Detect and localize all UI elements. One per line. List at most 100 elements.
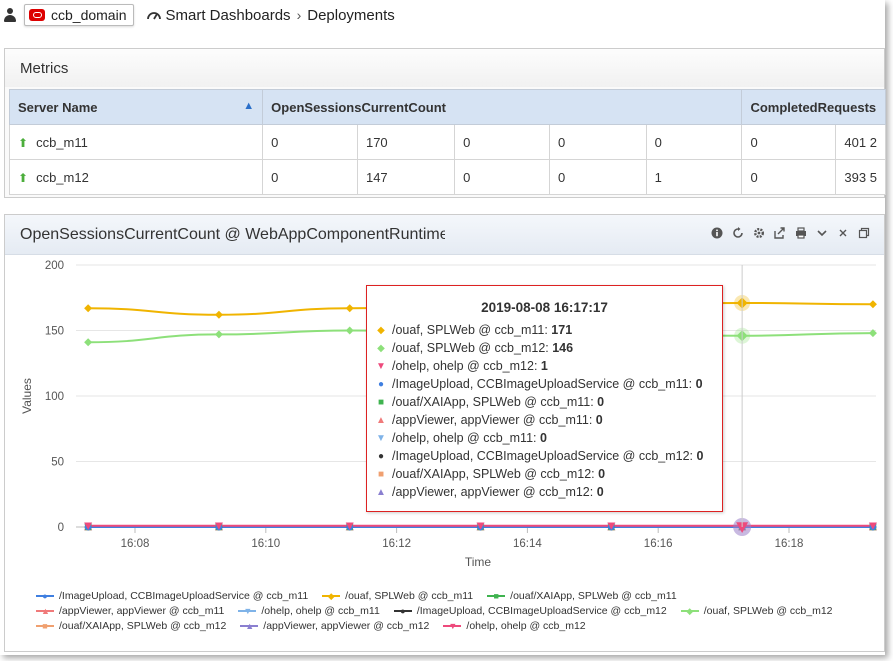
column-header-open-sessions[interactable]: OpenSessionsCurrentCount	[262, 89, 743, 125]
legend-item[interactable]: ▼ /ohelp, ohelp @ ccb_m12	[443, 620, 586, 632]
data-point[interactable]	[84, 338, 93, 347]
legend-item[interactable]: ● /ImageUpload, CCBImageUploadService @ c…	[36, 590, 308, 602]
chevron-down-icon[interactable]	[816, 227, 828, 239]
legend-symbol-icon: ▼	[238, 606, 257, 616]
tooltip-value: 0	[695, 377, 703, 391]
legend-item[interactable]: ▲ /appViewer, appViewer @ ccb_m11	[36, 605, 224, 617]
legend-label: /ImageUpload, CCBImageUploadService @ cc…	[416, 604, 667, 617]
legend-row: ▲ /appViewer, appViewer @ ccb_m11 ▼ /ohelp,…	[36, 603, 881, 618]
legend-item[interactable]: ◆ /ouaf, SPLWeb @ ccb_m11	[322, 590, 473, 602]
breadcrumb-deployments[interactable]: Deployments	[307, 6, 395, 24]
tooltip-label: /ohelp, ohelp @ ccb_m11:	[392, 431, 540, 445]
data-point[interactable]	[84, 304, 93, 313]
data-point[interactable]	[214, 330, 223, 339]
x-tick-label: 16:12	[382, 538, 411, 550]
speedometer-icon	[146, 12, 161, 20]
domain-name: ccb_domain	[51, 7, 127, 23]
info-icon[interactable]	[711, 227, 723, 239]
legend-label: /appViewer, appViewer @ ccb_m11	[59, 604, 225, 617]
user-icon[interactable]	[4, 8, 16, 22]
series-marker-icon: ▲	[376, 486, 386, 498]
tooltip-title: 2019-08-08 16:17:17	[481, 300, 608, 315]
legend-item[interactable]: ● /ImageUpload, CCBImageUploadService @ c…	[393, 604, 667, 617]
server-name[interactable]: ccb_m11	[36, 134, 88, 150]
legend-item[interactable]: ◆ /ouaf, SPLWeb @ ccb_m12	[680, 604, 833, 617]
data-point[interactable]	[214, 522, 223, 530]
table-cell: 0	[454, 124, 550, 160]
tooltip-row: ▲ /appViewer, appViewer @ ccb_m11: 0	[367, 411, 722, 429]
metrics-title: Metrics	[5, 49, 884, 87]
tooltip-label: /ImageUpload, CCBImageUploadService @ cc…	[392, 377, 696, 391]
legend-item[interactable]: ■ /ouaf/XAIApp, SPLWeb @ ccb_m12	[36, 620, 226, 632]
oracle-logo-icon	[29, 9, 45, 21]
table-cell: 0	[548, 124, 647, 160]
legend-label: /appViewer, appViewer @ ccb_m12	[263, 619, 430, 632]
table-cell: 0	[741, 159, 837, 195]
legend-symbol-icon: ▲	[36, 606, 54, 616]
column-header-completed-requests[interactable]: CompletedRequests	[741, 89, 886, 125]
tooltip-row: ■ /ouaf/XAIApp, SPLWeb @ ccb_m12: 0	[367, 465, 722, 483]
data-point[interactable]	[345, 304, 354, 313]
legend-symbol-icon: ■	[36, 621, 54, 631]
legend-label: /ouaf, SPLWeb @ ccb_m12	[703, 604, 833, 617]
data-point[interactable]	[345, 326, 354, 335]
sort-ascending-icon[interactable]: ▲	[243, 99, 255, 112]
top-bar: ccb_domain Smart Dashboards › Deployment…	[0, 0, 885, 30]
table-cell: 0	[548, 159, 647, 195]
server-up-icon: ⬆	[18, 135, 29, 150]
legend-label: /ouaf, SPLWeb @ ccb_m11	[345, 589, 474, 602]
table-row[interactable]: ⬆ ccb_m12 0 147 0 0 1 0 393 5	[9, 159, 886, 195]
y-axis-label: Values	[20, 378, 34, 414]
refresh-icon[interactable]	[732, 227, 744, 239]
data-point[interactable]	[214, 310, 223, 319]
server-name[interactable]: ccb_m12	[36, 169, 89, 185]
data-point[interactable]	[84, 522, 93, 530]
data-point[interactable]	[345, 522, 354, 530]
y-tick-label: 200	[45, 260, 64, 272]
y-tick-label: 50	[51, 457, 64, 469]
x-tick-label: 16:10	[251, 538, 280, 550]
restore-icon[interactable]	[858, 227, 870, 239]
data-point[interactable]	[736, 522, 749, 533]
data-point[interactable]	[868, 329, 877, 338]
legend-symbol-icon: ◆	[322, 591, 341, 601]
legend-label: /ouaf/XAIApp, SPLWeb @ ccb_m12	[59, 619, 227, 632]
column-header-server-name[interactable]: Server Name ▲	[9, 89, 264, 125]
legend-item[interactable]: ▼ /ohelp, ohelp @ ccb_m11	[238, 604, 380, 617]
metrics-panel: Metrics Server Name ▲ OpenSessionsCurrent…	[4, 48, 886, 198]
tooltip-label: /ImageUpload, CCBImageUploadService @ cc…	[392, 449, 697, 463]
y-tick-label: 150	[45, 326, 64, 338]
data-point[interactable]	[476, 522, 485, 530]
data-point[interactable]	[868, 522, 877, 530]
gear-icon[interactable]	[753, 227, 765, 239]
tooltip-label: /ouaf, SPLWeb @ ccb_m12:	[392, 341, 553, 355]
domain-selector[interactable]: ccb_domain	[24, 4, 134, 26]
tooltip-label: /ouaf/XAIApp, SPLWeb @ ccb_m12:	[392, 467, 599, 481]
series-marker-icon: ▲	[376, 414, 386, 426]
tooltip-row: ■ /ouaf/XAIApp, SPLWeb @ ccb_m11: 0	[367, 393, 722, 411]
chart-panel-header: OpenSessionsCurrentCount @ WebAppCompone…	[5, 215, 884, 255]
legend-item[interactable]: ▲ /appViewer, appViewer @ ccb_m12	[240, 620, 429, 632]
data-point[interactable]	[607, 522, 616, 530]
legend-label: /ouaf/XAIApp, SPLWeb @ ccb_m11	[510, 589, 677, 602]
tooltip-value: 0	[595, 413, 603, 427]
table-cell: 147	[356, 159, 456, 195]
print-icon[interactable]	[795, 227, 807, 239]
chart-toolbar	[711, 227, 870, 239]
tooltip-row: ▲ /appViewer, appViewer @ ccb_m12: 0	[367, 483, 722, 501]
tooltip-value: 0	[596, 485, 604, 499]
tooltip-value: 171	[551, 323, 573, 337]
close-icon[interactable]	[837, 227, 849, 239]
series-marker-icon: ◆	[377, 324, 385, 336]
legend-label: /ohelp, ohelp @ ccb_m11	[261, 604, 380, 617]
legend-symbol-icon: ◆	[680, 606, 699, 616]
breadcrumb-smart-dashboards[interactable]: Smart Dashboards	[165, 6, 291, 24]
tooltip-row: ◆ /ouaf, SPLWeb @ ccb_m11: 171	[367, 321, 722, 339]
tooltip-label: /appViewer, appViewer @ ccb_m11:	[392, 413, 596, 427]
x-tick-label: 16:14	[513, 538, 542, 550]
tooltip-value: 0	[696, 449, 704, 463]
legend-item[interactable]: ■ /ouaf/XAIApp, SPLWeb @ ccb_m11	[487, 590, 677, 602]
data-point[interactable]	[868, 300, 877, 309]
export-icon[interactable]	[774, 227, 786, 239]
legend-symbol-icon: ■	[487, 591, 506, 601]
